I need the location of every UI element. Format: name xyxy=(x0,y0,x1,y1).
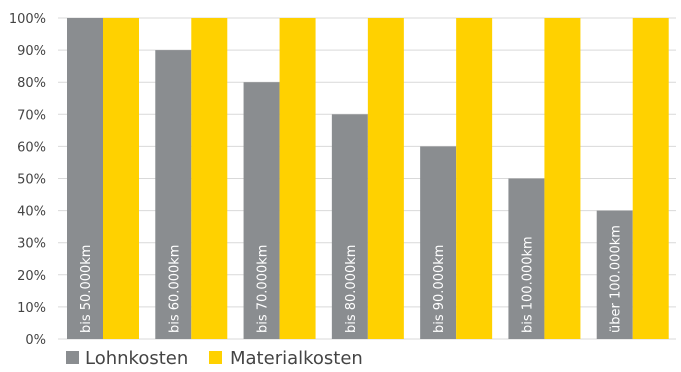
bar-lohnkosten xyxy=(420,146,457,339)
y-tick-label: 10% xyxy=(17,301,46,316)
legend-label: Materialkosten xyxy=(230,348,363,369)
bar-materialkosten xyxy=(191,18,228,339)
legend-label: Lohnkosten xyxy=(85,348,188,369)
bar-materialkosten xyxy=(632,18,669,339)
bar-lohnkosten xyxy=(596,210,633,339)
y-tick-label: 40% xyxy=(17,205,46,220)
bar-materialkosten xyxy=(279,18,316,339)
category-label: über 100.000km xyxy=(609,225,624,333)
category-label: bis 70.000km xyxy=(256,245,271,333)
bar-lohnkosten xyxy=(67,18,103,339)
bar-lohnkosten xyxy=(331,114,368,339)
y-tick-label: 70% xyxy=(17,108,46,123)
y-tick-label: 50% xyxy=(17,173,46,188)
y-tick-label: 100% xyxy=(9,12,46,27)
y-axis: 0% 10% 20% 30% 40% 50% 60% 70% 80% 90% 100% xyxy=(9,12,46,348)
y-tick-label: 30% xyxy=(17,237,46,252)
y-tick-label: 80% xyxy=(17,76,46,91)
category-label: bis 90.000km xyxy=(432,245,447,333)
category-label: bis 60.000km xyxy=(167,245,182,333)
bar-lohnkosten xyxy=(155,50,192,339)
category-label: bis 100.000km xyxy=(520,236,535,333)
bar-lohnkosten xyxy=(508,178,545,339)
legend-swatch xyxy=(209,351,222,364)
y-tick-label: 0% xyxy=(25,333,46,348)
bar-materialkosten xyxy=(103,18,139,339)
category-label: bis 80.000km xyxy=(344,245,359,333)
legend: Lohnkosten Materialkosten xyxy=(66,348,363,369)
y-tick-label: 90% xyxy=(17,44,46,59)
bar-materialkosten xyxy=(456,18,493,339)
y-tick-label: 20% xyxy=(17,269,46,284)
category-label: bis 50.000km xyxy=(79,245,94,333)
bar-materialkosten xyxy=(544,18,581,339)
legend-swatch xyxy=(66,351,79,364)
bar-materialkosten xyxy=(367,18,404,339)
bar-lohnkosten xyxy=(243,82,280,339)
bars xyxy=(67,18,669,339)
y-tick-label: 60% xyxy=(17,140,46,155)
category-labels: bis 50.000km bis 60.000km bis 70.000km bis … xyxy=(79,225,624,333)
